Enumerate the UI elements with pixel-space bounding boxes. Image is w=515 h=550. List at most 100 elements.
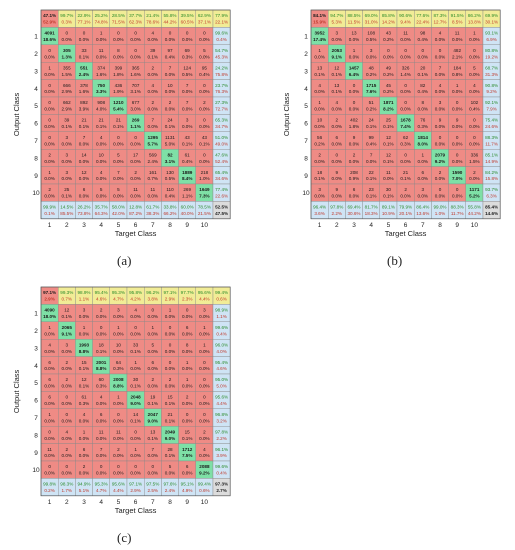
matrix-cell-value: 3 [318,187,321,192]
y-tick-label: 10 [32,190,40,197]
matrix-cell-value: 7 [439,65,442,70]
x-tick-label: 2 [335,222,339,229]
matrix-cell-value: 12 [386,135,392,140]
matrix-cell-value: 0 [203,83,206,88]
matrix-cell-pct: 0.4% [418,37,428,42]
matrix-cell-pct: 0.1% [96,124,106,129]
matrix-cell-pct: 5.2% [469,194,479,199]
matrix-cell-pct: 0.0% [44,401,54,406]
column-summary-cell-pct: 1.0% [435,211,445,216]
matrix-cell-value: 0 [48,100,51,105]
x-axis-label: Target Class [385,229,427,238]
matrix-cell-pct: 7.5% [182,453,192,458]
matrix-cell-pct: 0.4% [418,89,428,94]
column-summary-cell-pct: 73.8% [77,211,90,216]
matrix-cell-pct: 0.0% [79,436,89,441]
matrix-cell-value: 0 [152,308,155,313]
matrix-cell-value: 482 [453,48,461,53]
matrix-cell-pct: 0.1% [62,124,72,129]
matrix-cell-pct: 0.2% [314,141,324,146]
matrix-cell-pct: 0.0% [314,89,324,94]
column-summary-cell-pct: 40.0% [181,211,194,216]
matrix-cell-pct: 0.0% [314,54,324,59]
header-cell-value: 85.8% [382,13,395,18]
x-tick-label: 7 [421,222,425,229]
matrix-cell-value: 1 [117,395,120,400]
matrix-cell-value: 0 [66,464,69,469]
column-summary-cell-pct: 66.2% [163,211,176,216]
matrix-cell-value: 908 [97,100,105,105]
matrix-cell-pct: 0.3% [96,384,106,389]
matrix-cell-value: 305 [63,48,71,53]
row-summary-cell-pct: 14.9% [485,159,498,164]
matrix-cell-value: 0 [169,31,172,36]
row-summary-cell-pct: 15.8% [485,176,498,181]
matrix-cell-value: 3 [439,100,442,105]
row-summary-cell-value: 96.8% [215,412,228,417]
matrix-cell-pct: 0.0% [182,124,192,129]
column-summary-cell-value: 69.4% [347,205,360,210]
matrix-cell-pct: 4.0% [96,107,106,112]
y-tick-label: 3 [34,68,38,75]
column-summary-cell-value: 58.0% [112,205,125,210]
column-summary-cell-pct: 10.9% [382,211,395,216]
matrix-cell-pct: 0.0% [44,72,54,77]
matrix-cell-pct: 0.4% [182,159,192,164]
row-summary-cell-value: 65.3% [215,118,228,123]
column-summary-cell-pct: 21.5% [198,211,211,216]
row-summary-cell-value: 47.6% [215,152,228,157]
matrix-cell-value: 0 [134,325,137,330]
header-cell-pct: 52.9% [43,20,56,25]
matrix-cell-pct: 0.1% [182,436,192,441]
matrix-cell-pct: 2.9% [62,89,72,94]
matrix-cell-value: 208 [350,170,358,175]
matrix-cell-value: 4 [100,135,103,140]
matrix-cell-value: 6 [422,170,425,175]
matrix-cell-pct: 7.4% [400,124,410,129]
matrix-cell-pct: 0.4% [469,107,479,112]
confusion-matrix-a-svg: 47.1%52.9%99.7%0.3%22.9%77.1%25.2%74.8%2… [12,9,231,238]
matrix-cell-pct: 0.0% [469,124,479,129]
matrix-cell-value: 269 [183,187,191,192]
column-summary-cell-value: 61.7% [146,205,159,210]
x-tick-label: 10 [201,499,209,506]
matrix-cell-pct: 0.0% [182,401,192,406]
matrix-cell-value: 12 [64,308,70,313]
matrix-cell-pct: 0.0% [113,176,123,181]
matrix-cell-pct: 0.1% [62,194,72,199]
column-summary-cell-value: 86.4% [416,205,429,210]
matrix-cell-value: 8 [117,48,120,53]
matrix-cell-pct: 0.0% [96,176,106,181]
matrix-cell-pct: 1.8% [349,124,359,129]
matrix-cell-pct: 0.0% [199,384,209,389]
row-summary-cell-pct: 9.2% [486,89,496,94]
header-cell-pct: 12.7% [433,20,446,25]
matrix-cell-value: 0 [473,135,476,140]
confusion-matrix-b-svg: 84.1%15.9%94.7%5.3%88.5%11.5%69.0%31.0%8… [282,9,501,238]
matrix-cell-pct: 0.0% [452,194,462,199]
matrix-cell-pct: 3.1% [130,89,140,94]
column-summary-cell-pct: 2.5% [148,488,158,493]
header-cell-value: 99.4% [215,290,228,295]
row-summary-cell-pct: 34.6% [215,176,228,181]
header-cell-pct: 30.1% [485,20,498,25]
matrix-cell-value: 4 [48,342,51,347]
header-cell-pct: 62.3% [129,20,142,25]
matrix-cell-pct: 2.4% [148,159,158,164]
matrix-cell-value: 750 [97,83,105,88]
matrix-cell-value: 2 [152,377,155,382]
matrix-cell-pct: 0.0% [148,107,158,112]
matrix-cell-value: 4 [439,83,442,88]
header-cell-pct: 2.9% [165,297,175,302]
matrix-cell-value: 0 [353,100,356,105]
row-summary-cell-value: 95.0% [215,377,228,382]
matrix-cell-value: 1 [353,48,356,53]
matrix-cell-pct: 0.1% [130,418,140,423]
column-summary-cell-pct: 3.6% [314,211,324,216]
matrix-cell-pct: 0.0% [182,349,192,354]
matrix-cell-value: 5 [169,464,172,469]
matrix-cell-value: 4 [100,395,103,400]
matrix-cell-pct: 0.0% [452,141,462,146]
matrix-cell-value: 12 [386,152,392,157]
matrix-cell-value: 2 [66,360,69,365]
